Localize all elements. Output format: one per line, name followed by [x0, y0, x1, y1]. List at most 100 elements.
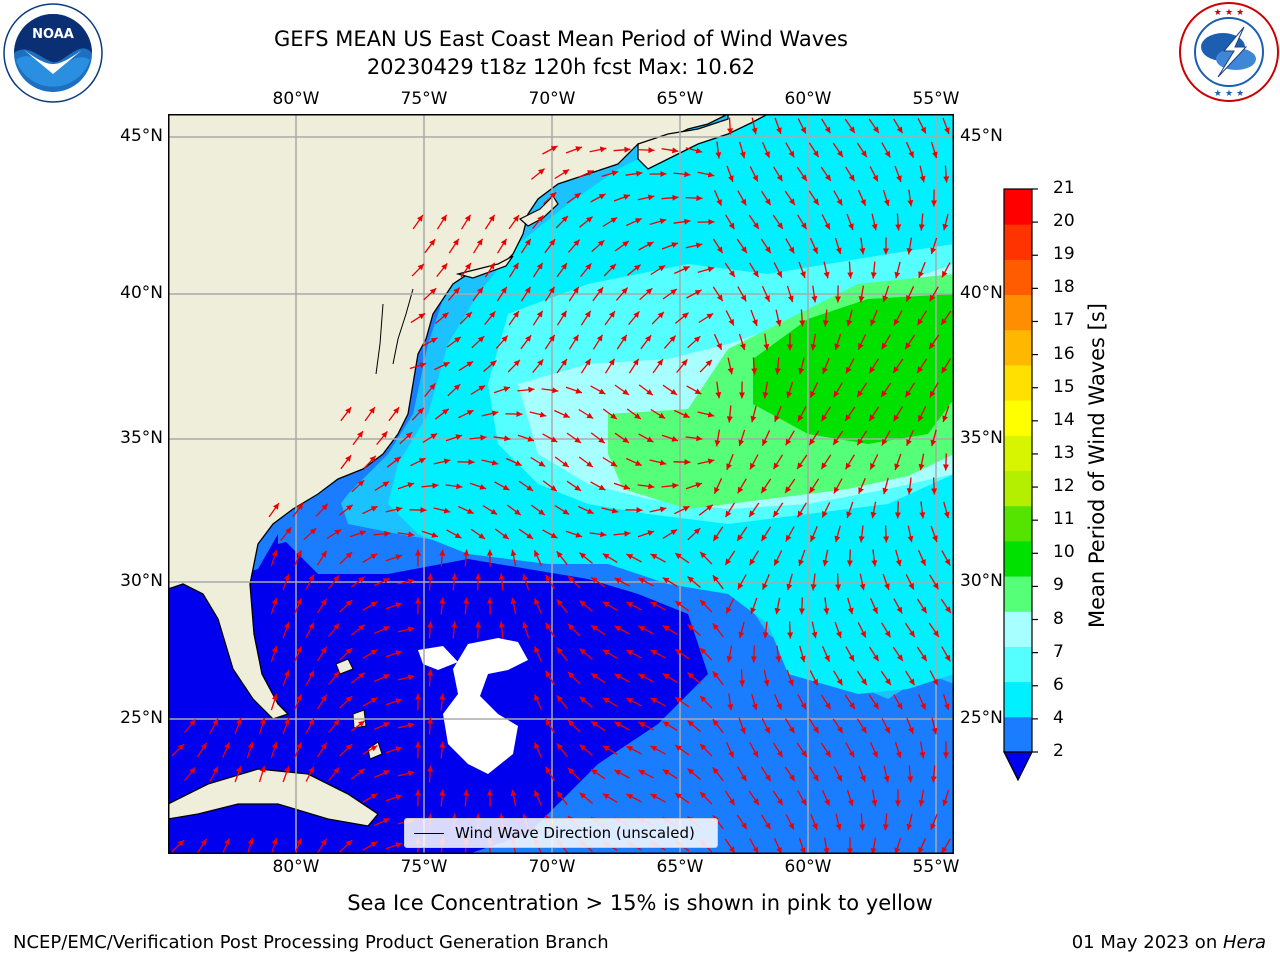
wind-wave-arrow: [471, 335, 485, 349]
wind-wave-arrow: [590, 672, 606, 684]
wind-wave-arrow: [315, 503, 329, 517]
wind-wave-arrow: [350, 672, 366, 684]
wind-wave-arrow: [385, 698, 403, 706]
wind-wave-arrow: [772, 790, 784, 806]
wind-wave-arrow: [385, 794, 403, 802]
wind-wave-arrow: [579, 744, 593, 756]
wind-wave-arrow: [637, 530, 655, 538]
wind-wave-arrow: [427, 717, 434, 735]
wind-wave-arrow: [929, 670, 939, 686]
wind-wave-arrow: [282, 669, 290, 687]
wind-wave-arrow: [484, 310, 496, 326]
wind-wave-arrow: [942, 789, 950, 807]
wind-wave-arrow: [650, 264, 666, 276]
colorbar-tick: 18: [1053, 277, 1075, 298]
wind-wave-arrow: [530, 168, 546, 180]
wind-wave-arrow: [292, 502, 304, 518]
wind-wave-arrow: [893, 310, 903, 326]
wind-wave-arrow: [844, 118, 856, 134]
wind-wave-arrow: [907, 765, 914, 783]
wind-wave-arrow: [856, 382, 868, 398]
wind-wave-arrow: [880, 382, 892, 398]
wind-wave-arrow: [590, 720, 606, 732]
colorbar-segment: [1004, 576, 1032, 612]
wind-wave-arrow: [727, 117, 734, 135]
lon-tick-bottom: 75°W: [400, 857, 448, 877]
wind-wave-arrow: [772, 502, 784, 518]
wind-wave-arrow: [590, 432, 606, 444]
wind-wave-arrow: [458, 409, 474, 419]
wind-wave-arrow: [834, 525, 841, 543]
wind-wave-arrow: [810, 813, 818, 831]
wind-wave-arrow: [469, 434, 487, 441]
wind-wave-arrow: [930, 237, 938, 255]
wind-wave-arrow: [834, 237, 842, 255]
wind-wave-arrow: [556, 310, 568, 326]
wind-wave-arrow: [508, 214, 520, 230]
wind-wave-arrow: [439, 549, 446, 567]
wind-wave-arrow: [316, 598, 328, 614]
wind-wave-arrow: [858, 765, 866, 783]
wind-wave-arrow: [544, 334, 556, 350]
wind-wave-arrow: [517, 434, 535, 442]
colorbar: [1003, 188, 1038, 782]
wind-wave-arrow: [712, 718, 724, 734]
wind-wave-arrow: [808, 430, 820, 446]
wind-wave-arrow: [544, 238, 556, 254]
wind-wave-arrow: [435, 312, 449, 324]
wind-wave-arrow: [833, 190, 843, 206]
wind-wave-arrow: [857, 334, 867, 350]
wind-wave-arrow: [772, 742, 784, 758]
wind-wave-arrow: [737, 190, 747, 206]
wind-wave-arrow: [439, 693, 446, 711]
no-data-patch: [443, 638, 528, 774]
wind-wave-arrow: [738, 141, 746, 159]
wind-wave-arrow: [796, 214, 808, 230]
wind-wave-arrow: [626, 217, 642, 227]
lon-tick-bottom: 65°W: [656, 857, 704, 877]
wind-wave-arrow: [725, 598, 735, 614]
wind-wave-arrow: [699, 647, 713, 661]
wind-wave-arrow: [787, 621, 794, 639]
wind-wave-arrow: [486, 597, 493, 615]
lat-tick-right: 35°N: [960, 428, 1003, 448]
wind-wave-arrow: [931, 717, 938, 735]
wind-wave-arrow: [556, 598, 568, 614]
wind-wave-arrow: [486, 549, 493, 567]
wind-wave-arrow: [943, 501, 950, 519]
wind-wave-arrow: [351, 479, 365, 493]
wind-wave-arrow: [385, 842, 403, 850]
wind-wave-arrow: [811, 285, 818, 303]
wind-wave-arrow: [698, 312, 714, 324]
wind-wave-arrow: [362, 745, 378, 755]
wind-wave-arrow: [649, 459, 667, 466]
wind-wave-arrow: [530, 504, 546, 516]
wind-wave-arrow: [737, 478, 747, 494]
wind-wave-arrow: [542, 145, 558, 155]
wind-wave-arrow: [626, 649, 642, 659]
wind-wave-arrow: [796, 454, 808, 470]
wind-wave-arrow: [699, 791, 713, 805]
wind-wave-arrow: [578, 408, 594, 420]
lon-tick-top: 55°W: [912, 89, 960, 109]
wind-wave-arrow: [373, 530, 391, 537]
wind-wave-arrow: [833, 766, 843, 782]
wind-wave-arrow: [858, 285, 865, 303]
wind-wave-arrow: [687, 720, 701, 732]
wind-wave-arrow: [484, 262, 496, 278]
wind-wave-arrow: [661, 194, 679, 201]
wind-wave-arrow: [602, 649, 618, 659]
wind-wave-arrow: [446, 529, 462, 539]
wind-wave-arrow: [906, 813, 913, 831]
wind-wave-arrow: [376, 430, 388, 446]
wind-wave-arrow: [282, 717, 290, 735]
wind-wave-arrow: [797, 790, 807, 806]
wind-wave-arrow: [820, 166, 832, 182]
map-title-line2: 20230429 t18z 120h fcst Max: 10.62: [366, 55, 756, 79]
wind-wave-arrow: [796, 166, 808, 182]
wind-wave-arrow: [411, 407, 425, 421]
wind-wave-arrow: [268, 502, 280, 518]
wind-wave-arrow: [445, 483, 463, 490]
colorbar-tick: 7: [1053, 641, 1064, 662]
wind-wave-arrow: [196, 742, 208, 758]
